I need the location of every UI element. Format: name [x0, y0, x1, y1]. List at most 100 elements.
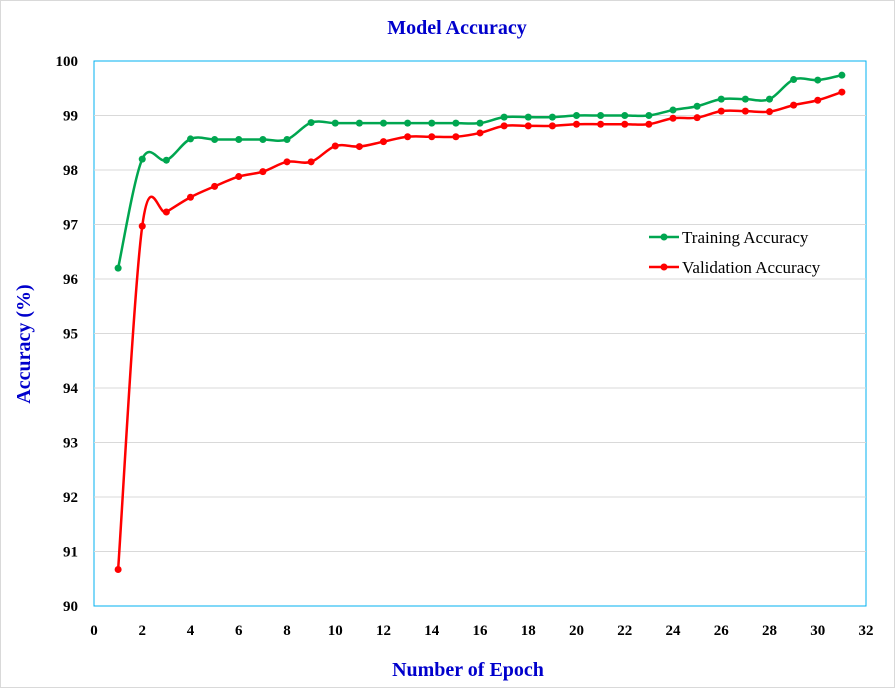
x-tick-label: 4 [187, 623, 195, 639]
x-tick-label: 30 [810, 623, 825, 639]
validation-accuracy-point [187, 193, 194, 201]
y-axis-label: Accuracy (%) [13, 284, 35, 403]
training-accuracy-point [645, 112, 653, 119]
x-tick-label: 0 [90, 623, 98, 639]
y-axis-ticks: 90 91 92 93 94 95 96 97 98 99 100 [56, 54, 79, 615]
training-accuracy-point [573, 112, 580, 119]
y-tick-label: 97 [63, 218, 79, 234]
training-accuracy-point [524, 113, 532, 121]
validation-accuracy-point [138, 222, 146, 230]
validation-accuracy-point [790, 101, 798, 109]
x-tick-label: 2 [139, 623, 147, 639]
validation-accuracy-point [162, 208, 170, 216]
validation-accuracy-point [838, 88, 846, 96]
x-tick-label: 24 [666, 623, 682, 639]
validation-accuracy-point [380, 138, 387, 146]
legend-validation-accuracy-label: Validation Accuracy [682, 258, 821, 277]
training-accuracy-point [597, 112, 605, 119]
training-accuracy-point [669, 106, 677, 114]
validation-accuracy-point [693, 114, 701, 122]
y-tick-label: 98 [63, 163, 78, 179]
training-accuracy-point [187, 135, 194, 143]
validation-accuracy-point [452, 133, 460, 141]
x-tick-label: 22 [617, 623, 632, 639]
y-tick-label: 91 [63, 545, 78, 561]
validation-accuracy-point [645, 120, 653, 128]
validation-accuracy-point [573, 120, 580, 128]
validation-accuracy-point [211, 182, 219, 190]
validation-accuracy-point [235, 173, 243, 181]
training-accuracy-point [162, 156, 170, 164]
validation-accuracy-point [259, 168, 267, 176]
validation-accuracy-point [597, 120, 605, 128]
validation-accuracy-point [621, 120, 629, 128]
y-tick-label: 92 [63, 490, 78, 506]
series-group [114, 71, 846, 573]
x-tick-label: 10 [328, 623, 343, 639]
training-accuracy-point [766, 95, 773, 103]
x-tick-label: 8 [283, 623, 291, 639]
validation-accuracy-point [669, 114, 677, 122]
training-accuracy-point [548, 113, 556, 121]
training-accuracy-point [790, 76, 798, 84]
chart-title: Model Accuracy [387, 17, 526, 39]
training-accuracy-point [331, 119, 339, 127]
training-accuracy-point [211, 135, 219, 143]
training-accuracy-point [693, 102, 701, 110]
validation-accuracy-point [283, 158, 291, 166]
training-accuracy-point [283, 135, 291, 143]
x-tick-label: 12 [376, 623, 391, 639]
validation-accuracy-point [331, 142, 339, 150]
training-accuracy-point [476, 119, 484, 127]
x-axis-ticks: 0 2 4 6 8 10 12 14 16 18 20 22 24 26 28 30 32 [90, 623, 873, 639]
training-accuracy-point [621, 112, 629, 119]
training-accuracy-point [355, 119, 363, 127]
validation-accuracy-point [307, 158, 315, 166]
training-accuracy-point [404, 119, 412, 127]
validation-accuracy-point [355, 143, 363, 151]
training-accuracy-point [717, 95, 725, 103]
training-accuracy-point [741, 95, 749, 103]
training-accuracy-point [814, 76, 822, 84]
y-tick-label: 100 [56, 54, 79, 70]
x-tick-label: 16 [473, 623, 489, 639]
validation-accuracy-point [404, 133, 412, 141]
x-tick-label: 6 [235, 623, 243, 639]
gridlines [94, 115, 866, 552]
y-tick-label: 90 [63, 599, 78, 615]
x-tick-label: 20 [569, 623, 584, 639]
x-tick-label: 28 [762, 623, 777, 639]
x-tick-label: 18 [521, 623, 536, 639]
training-accuracy-point [838, 71, 846, 79]
training-accuracy-point [307, 119, 315, 127]
validation-accuracy-point [428, 133, 436, 141]
y-tick-label: 99 [63, 109, 78, 125]
training-accuracy-point [138, 155, 146, 163]
validation-accuracy-point [766, 108, 773, 116]
y-tick-label: 93 [63, 436, 78, 452]
validation-accuracy-point [476, 129, 484, 137]
validation-accuracy-point [741, 107, 749, 115]
legend-validation-accuracy-marker [660, 263, 668, 271]
validation-accuracy-point [548, 122, 556, 130]
legend-training-accuracy-label: Training Accuracy [682, 228, 809, 247]
validation-accuracy-point [717, 107, 725, 115]
training-accuracy-point [380, 119, 387, 127]
x-tick-label: 26 [714, 623, 730, 639]
validation-accuracy-point [524, 122, 532, 130]
x-tick-label: 14 [424, 623, 440, 639]
validation-accuracy-point [814, 96, 822, 104]
validation-accuracy-point [500, 122, 508, 130]
y-tick-label: 94 [63, 381, 79, 397]
y-tick-label: 96 [63, 272, 79, 288]
validation-accuracy-point [114, 565, 122, 573]
y-tick-label: 95 [63, 327, 78, 343]
legend: Training Accuracy Validation Accuracy [649, 228, 821, 277]
training-accuracy-point [452, 119, 460, 127]
training-accuracy-point [500, 113, 508, 121]
training-accuracy-point [428, 119, 436, 127]
training-accuracy-point [235, 135, 243, 143]
training-accuracy-point [114, 264, 122, 272]
x-tick-label: 32 [859, 623, 874, 639]
